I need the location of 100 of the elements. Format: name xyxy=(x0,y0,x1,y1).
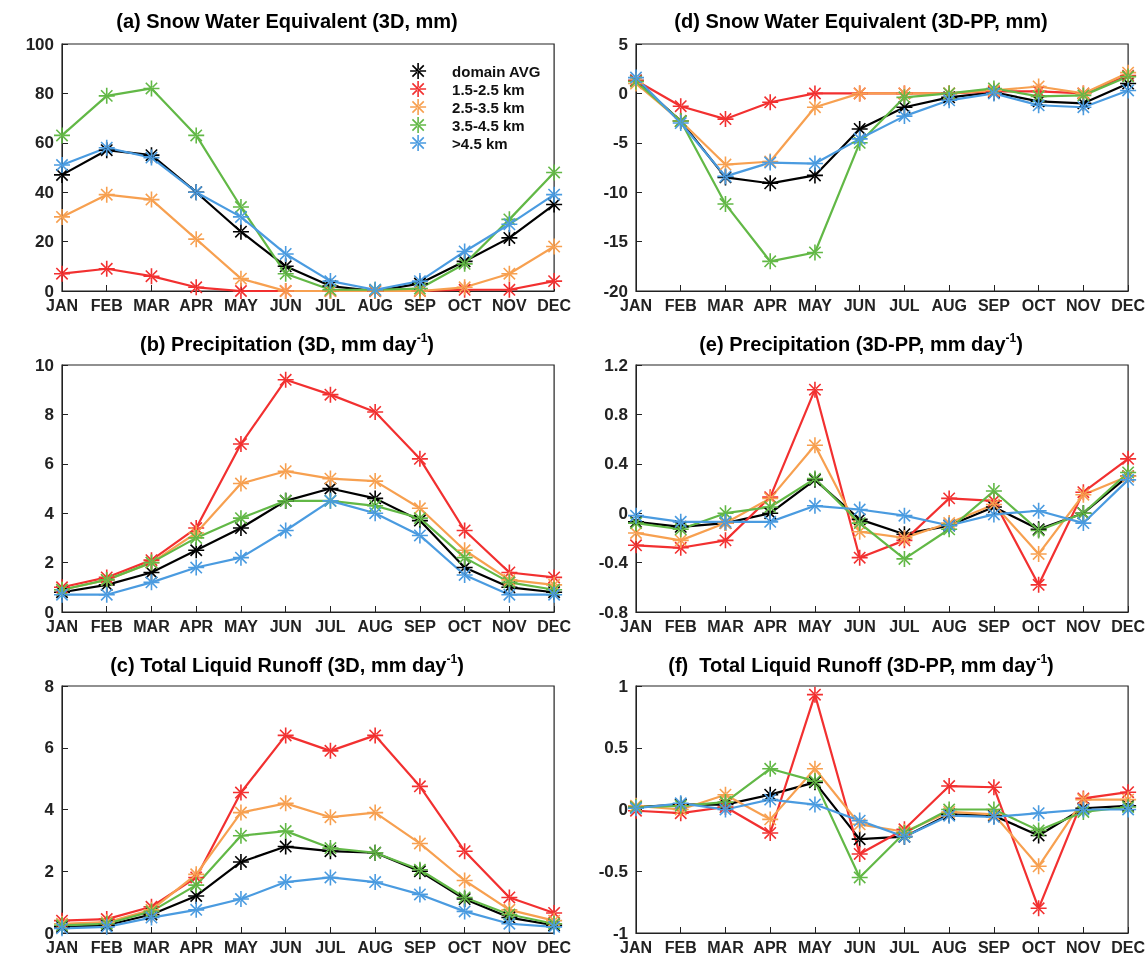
x-tick-label: SEP xyxy=(403,296,437,314)
x-tick-label: MAY xyxy=(223,296,259,314)
y-tick-label: 8 xyxy=(44,404,54,424)
x-tick-label: JAN xyxy=(45,296,79,314)
x-tick-label: JUN xyxy=(269,296,302,314)
x-tick-label: FEB xyxy=(90,296,123,314)
x-tick-label: FEB xyxy=(664,938,697,956)
x-tick-label: APR xyxy=(753,617,788,635)
x-tick-label: NOV xyxy=(1066,617,1102,635)
x-tick-label: NOV xyxy=(1066,296,1102,314)
x-tick-label: AUG xyxy=(357,296,393,314)
x-tick-label: OCT xyxy=(447,617,482,635)
x-tick-label: APR xyxy=(179,296,214,314)
x-tick-label: SEP xyxy=(977,938,1011,956)
x-tick-label: APR xyxy=(753,938,788,956)
x-tick-label: NOV xyxy=(492,938,528,956)
x-tick-label: JAN xyxy=(45,938,79,956)
x-tick-label: AUG xyxy=(357,938,393,956)
x-tick-label: FEB xyxy=(90,617,123,635)
x-tick-label: DEC xyxy=(1111,296,1146,314)
y-tick-label: 100 xyxy=(25,34,54,54)
x-tick-label: SEP xyxy=(977,617,1011,635)
y-tick-label: 6 xyxy=(44,738,54,758)
x-tick-label: JAN xyxy=(619,617,653,635)
legend-label: >4.5 km xyxy=(452,134,508,152)
x-tick-label: DEC xyxy=(537,296,572,314)
x-tick-label: JUL xyxy=(315,296,346,314)
x-tick-label: MAY xyxy=(223,938,259,956)
x-tick-label: OCT xyxy=(447,938,482,956)
y-tick-label: 0.4 xyxy=(604,454,629,474)
x-tick-label: AUG xyxy=(931,296,967,314)
y-tick-label: 60 xyxy=(35,133,54,153)
x-tick-label: APR xyxy=(179,617,214,635)
y-tick-label: 1 xyxy=(618,676,628,696)
y-tick-label: 5 xyxy=(618,34,628,54)
y-tick-label: 0.5 xyxy=(604,738,628,758)
x-tick-label: FEB xyxy=(90,938,123,956)
y-tick-label: -0.4 xyxy=(598,553,629,573)
y-tick-label: 0 xyxy=(618,800,628,819)
y-tick-label: -5 xyxy=(612,133,628,153)
x-tick-label: JAN xyxy=(45,617,79,635)
y-tick-label: 0 xyxy=(618,83,628,103)
chart-title: (d) Snow Water Equivalent (3D-PP, mm) xyxy=(674,10,1048,32)
x-tick-label: OCT xyxy=(447,296,482,314)
x-tick-label: AUG xyxy=(357,617,393,635)
x-tick-label: MAR xyxy=(133,617,171,635)
x-tick-label: MAY xyxy=(797,938,833,956)
x-tick-label: JUN xyxy=(269,617,302,635)
x-tick-label: JUL xyxy=(889,617,920,635)
y-tick-label: 1.2 xyxy=(604,355,628,375)
x-tick-label: JUN xyxy=(843,617,876,635)
x-tick-label: NOV xyxy=(1066,938,1102,956)
x-tick-label: JUN xyxy=(269,938,302,956)
x-tick-label: APR xyxy=(179,938,214,956)
y-tick-label: 2 xyxy=(44,553,54,573)
x-tick-label: APR xyxy=(753,296,788,314)
x-tick-label: JUL xyxy=(315,938,346,956)
y-tick-label: -15 xyxy=(603,232,628,252)
x-tick-label: JUL xyxy=(889,296,920,314)
chart-title: (a) Snow Water Equivalent (3D, mm) xyxy=(116,10,458,32)
x-tick-label: JUN xyxy=(843,296,876,314)
x-tick-label: AUG xyxy=(931,938,967,956)
x-tick-label: FEB xyxy=(664,296,697,314)
x-tick-label: JUL xyxy=(889,938,920,956)
x-tick-label: JUN xyxy=(843,938,876,956)
y-tick-label: -10 xyxy=(603,182,628,202)
x-tick-label: MAY xyxy=(797,296,833,314)
x-tick-label: JUL xyxy=(315,617,346,635)
x-tick-label: DEC xyxy=(537,938,572,956)
y-tick-label: 20 xyxy=(35,232,54,252)
x-tick-label: MAY xyxy=(797,617,833,635)
x-tick-label: JAN xyxy=(619,296,653,314)
legend-label: 3.5-4.5 km xyxy=(452,116,525,134)
x-tick-label: MAR xyxy=(133,296,171,314)
x-tick-label: DEC xyxy=(1111,617,1146,635)
x-tick-label: OCT xyxy=(1021,938,1056,956)
x-tick-label: SEP xyxy=(403,938,437,956)
y-tick-label: -0.5 xyxy=(598,861,628,881)
x-tick-label: MAR xyxy=(133,938,171,956)
y-tick-label: 8 xyxy=(44,676,54,696)
y-tick-label: 6 xyxy=(44,454,54,474)
x-tick-label: MAY xyxy=(223,617,259,635)
y-tick-label: 40 xyxy=(35,182,54,202)
x-tick-label: JAN xyxy=(619,938,653,956)
x-tick-label: SEP xyxy=(403,617,437,635)
x-tick-label: DEC xyxy=(537,617,572,635)
y-tick-label: 80 xyxy=(35,83,54,103)
x-tick-label: MAR xyxy=(707,296,745,314)
x-tick-label: OCT xyxy=(1021,296,1056,314)
y-tick-label: 0 xyxy=(618,503,628,523)
x-tick-label: MAR xyxy=(707,617,745,635)
x-tick-label: AUG xyxy=(931,617,967,635)
y-tick-label: 4 xyxy=(44,503,55,523)
y-tick-label: 0.8 xyxy=(604,404,628,424)
x-tick-label: OCT xyxy=(1021,617,1056,635)
legend-label: 2.5-3.5 km xyxy=(452,98,525,116)
y-tick-label: 10 xyxy=(35,355,54,375)
y-tick-label: 4 xyxy=(44,800,55,819)
x-tick-label: NOV xyxy=(492,296,528,314)
y-tick-label: 2 xyxy=(44,861,54,881)
